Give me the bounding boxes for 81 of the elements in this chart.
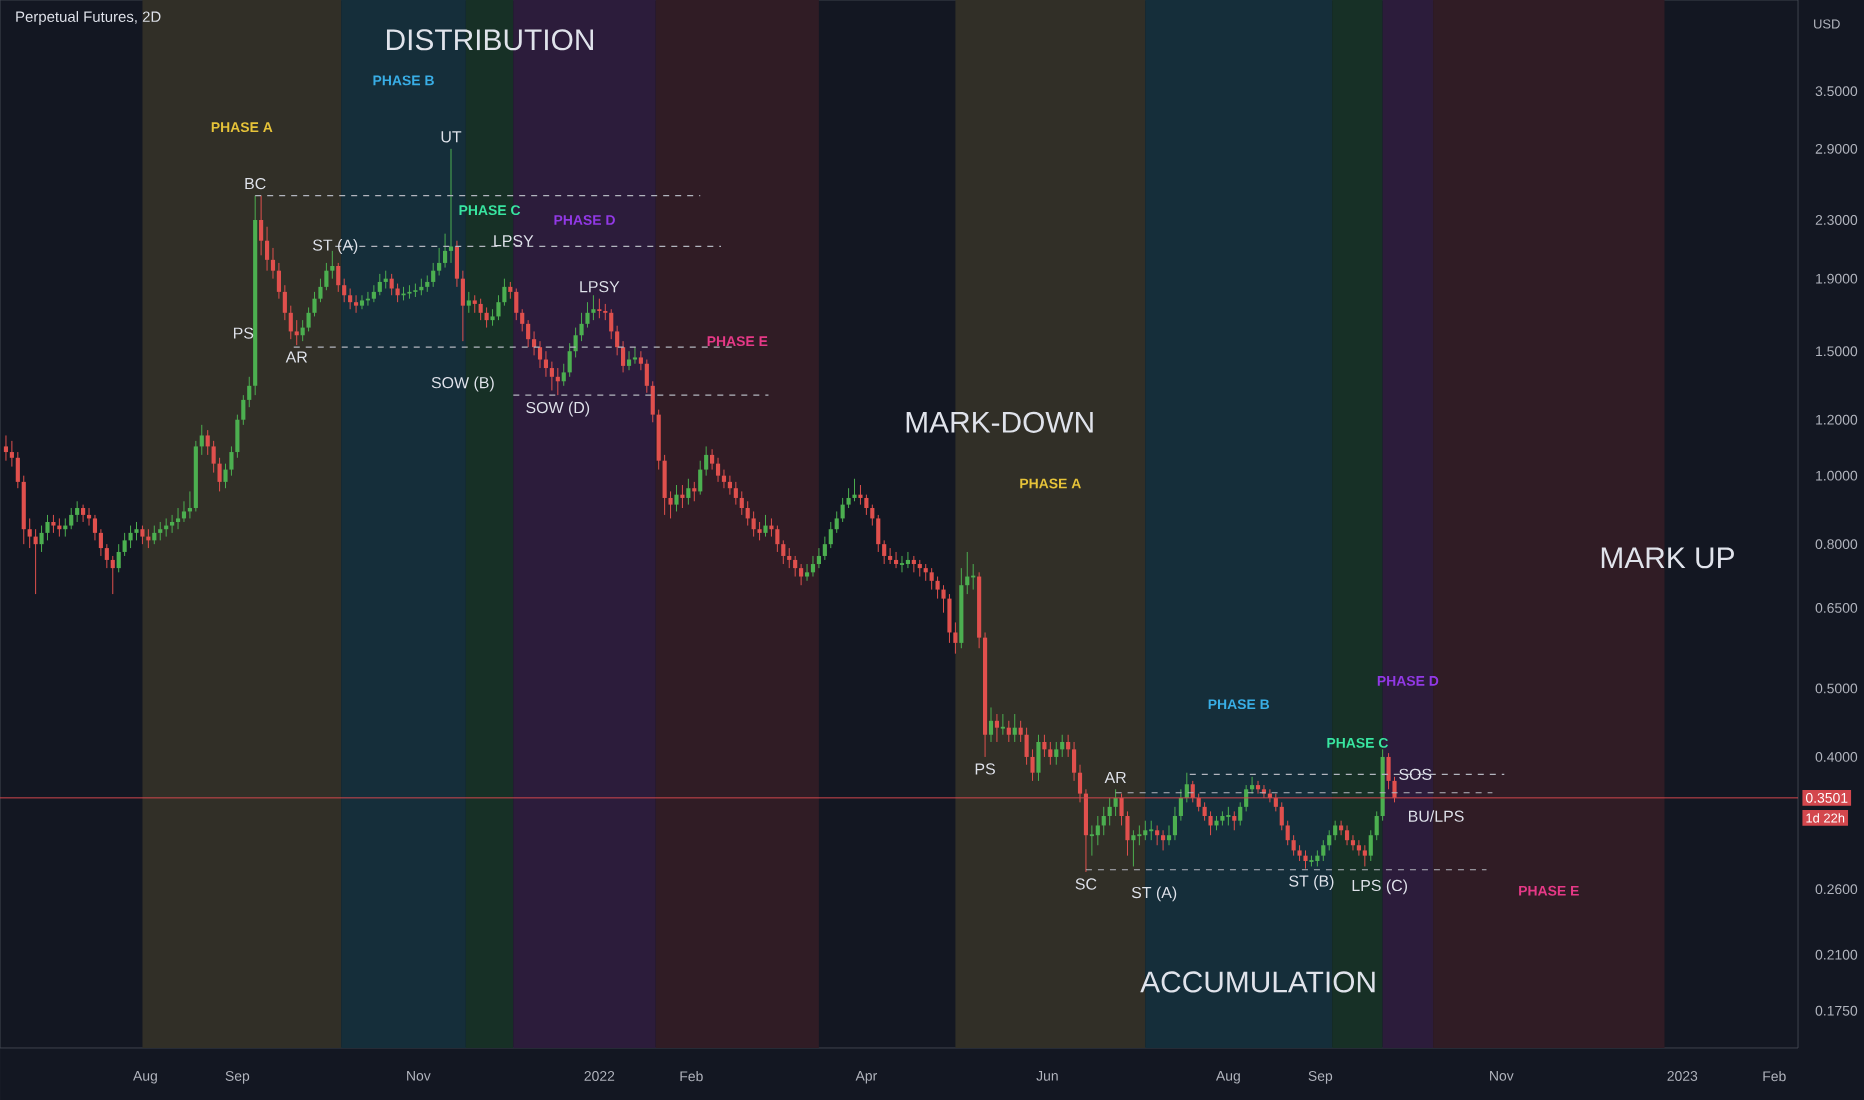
candlestick	[1042, 734, 1047, 758]
candlestick	[478, 298, 483, 321]
candlestick	[763, 514, 768, 538]
candlestick	[359, 294, 365, 310]
candlestick	[893, 551, 899, 569]
candlestick	[1036, 734, 1041, 782]
candlestick	[1226, 806, 1231, 826]
candlestick	[1255, 780, 1261, 795]
candlestick	[377, 273, 382, 296]
candlestick	[905, 551, 910, 569]
candlestick	[1362, 844, 1367, 867]
candlestick	[888, 547, 893, 565]
candlestick	[680, 484, 685, 509]
candlestick	[69, 507, 74, 530]
candlestick	[1161, 829, 1166, 851]
candlestick	[134, 521, 139, 541]
candlestick	[128, 525, 133, 549]
candlestick	[1060, 734, 1065, 758]
candlestick	[632, 346, 638, 365]
candlestick	[988, 706, 994, 743]
candlestick	[110, 555, 115, 595]
candlestick	[1131, 829, 1136, 867]
candlestick	[33, 528, 38, 595]
candlestick	[698, 460, 703, 496]
candlestick	[994, 713, 1000, 743]
candlestick	[674, 484, 679, 512]
candlestick	[1089, 824, 1094, 857]
candlestick	[591, 294, 596, 321]
candlestick	[140, 525, 145, 545]
candlestick	[1303, 849, 1308, 870]
candlestick	[804, 563, 810, 582]
candlestick	[799, 563, 804, 586]
candlestick	[353, 294, 359, 314]
annotation: DISTRIBUTION	[386, 29, 593, 51]
candlestick	[609, 308, 614, 340]
candlestick	[1208, 810, 1213, 836]
candlestick	[911, 555, 916, 573]
candlestick	[1321, 839, 1326, 862]
candlestick	[3, 434, 9, 462]
candlestick	[929, 567, 934, 591]
annotation: MARK UP	[1601, 547, 1734, 569]
candlestick	[484, 306, 489, 329]
candlestick	[170, 514, 175, 534]
candlestick	[1143, 820, 1148, 841]
candlestick	[1155, 824, 1160, 846]
candlestick	[686, 478, 691, 506]
candlestick	[407, 284, 412, 300]
candlestick	[448, 148, 454, 264]
candlestick	[1101, 806, 1106, 836]
candlestick	[294, 319, 299, 346]
candlestick	[793, 555, 798, 578]
candlestick	[899, 555, 905, 573]
candlestick	[810, 555, 816, 578]
annotation: MARK-DOWN	[906, 411, 1093, 433]
candlestick	[1012, 713, 1017, 743]
candlestick	[1054, 741, 1059, 766]
candlestick	[597, 298, 602, 319]
annotation: ACCUMULATION	[1140, 971, 1375, 993]
candlestick	[466, 291, 471, 314]
candlestick	[1232, 810, 1237, 831]
candlestick	[336, 262, 341, 293]
candlestick	[389, 273, 394, 296]
candlestick	[1000, 713, 1005, 736]
candlestick	[692, 481, 697, 502]
candlestick	[1107, 797, 1112, 826]
candlestick	[152, 525, 157, 545]
candlestick	[715, 457, 721, 483]
candlestick	[158, 521, 163, 541]
candlestick	[787, 547, 792, 569]
candlestick	[775, 525, 780, 553]
candlestick	[1006, 720, 1011, 743]
candlestick	[852, 478, 857, 502]
candlestick	[1344, 824, 1350, 846]
candlestick	[1048, 741, 1053, 766]
candlestick	[751, 510, 756, 538]
candlestick	[626, 350, 632, 371]
candlestick	[75, 500, 80, 523]
candlestick	[81, 504, 86, 523]
candlestick	[514, 288, 519, 321]
candlestick	[1149, 820, 1154, 841]
candlestick	[175, 507, 181, 530]
